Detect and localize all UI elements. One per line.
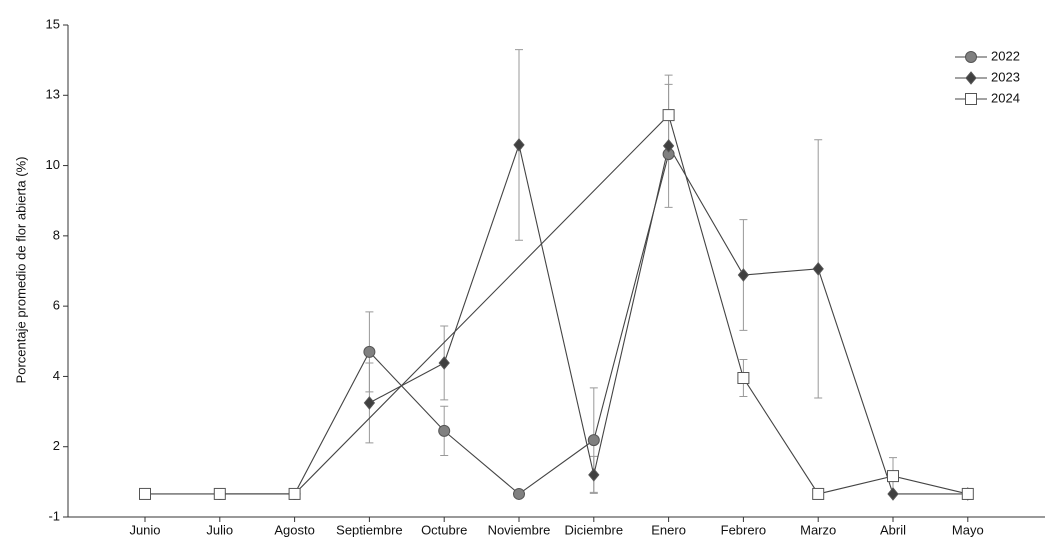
legend-marker [965, 71, 977, 85]
point [513, 487, 525, 500]
x-tick-label: Marzo [800, 522, 836, 537]
point [139, 487, 151, 500]
point [438, 356, 450, 370]
x-tick-label: Febrero [721, 522, 767, 537]
point [737, 372, 750, 385]
y-tick-label: 15 [46, 16, 60, 31]
y-tick-label: 13 [46, 87, 60, 102]
legend-marker [965, 51, 977, 63]
x-tick-label: Junio [129, 522, 160, 537]
y-tick-label: 4 [53, 368, 60, 383]
x-tick-label: Agosto [274, 522, 314, 537]
x-tick-label: Noviembre [488, 522, 551, 537]
y-axis-label: Porcentaje promedio de flor abierta (%) [13, 157, 28, 384]
point [961, 487, 974, 500]
legend-label: 2022 [991, 48, 1020, 63]
x-tick-label: Diciembre [565, 522, 624, 537]
point [513, 138, 525, 152]
point [363, 345, 376, 358]
x-tick-label: Mayo [952, 522, 984, 537]
point [812, 262, 824, 276]
legend-label: 2023 [991, 69, 1020, 84]
point [587, 434, 600, 447]
point [588, 468, 600, 482]
x-tick-label: Julio [206, 522, 233, 537]
y-tick-label: 8 [53, 227, 60, 242]
point [438, 424, 451, 437]
series-line [145, 114, 968, 495]
point [213, 487, 226, 500]
point [737, 268, 750, 282]
y-tick-label: -1 [48, 508, 60, 523]
x-tick-label: Septiembre [336, 522, 402, 537]
point [887, 487, 899, 501]
point [363, 396, 376, 410]
y-tick-label: 2 [53, 438, 60, 453]
point [812, 487, 825, 500]
point [288, 487, 301, 500]
y-tick-label: 10 [46, 157, 60, 172]
x-tick-label: Octubre [421, 522, 467, 537]
point [662, 139, 675, 153]
x-tick-label: Abril [880, 522, 906, 537]
point [887, 470, 899, 483]
legend-label: 2024 [991, 90, 1020, 105]
legend-marker [965, 93, 977, 105]
x-tick-label: Enero [651, 522, 686, 537]
y-tick-label: 6 [53, 298, 60, 313]
point [662, 109, 675, 122]
